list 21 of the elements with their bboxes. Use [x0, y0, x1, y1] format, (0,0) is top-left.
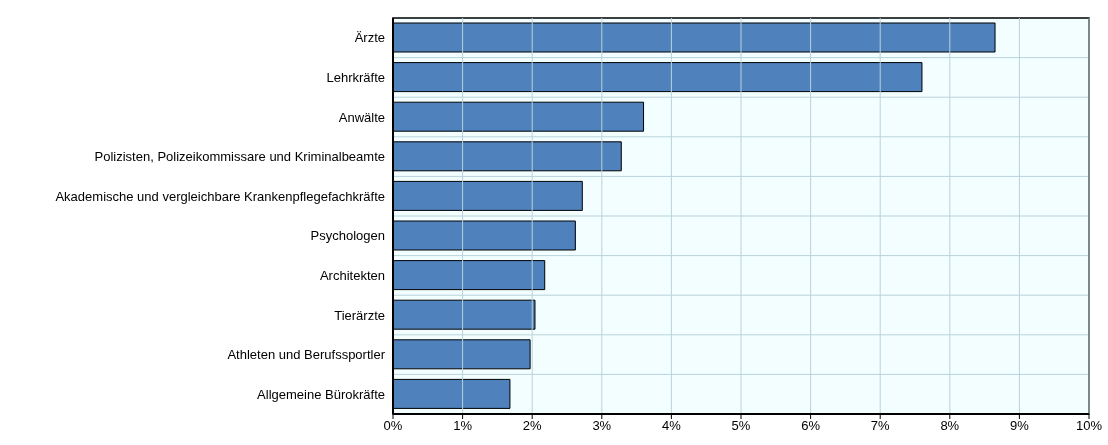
x-tick-label: 2% [522, 418, 543, 434]
y-tick-label: Tierärzte [334, 307, 385, 323]
x-tick-label: 10% [1075, 418, 1103, 434]
x-tick-label: 7% [870, 418, 891, 434]
y-tick-label: Polizisten, Polizeikommissare und Kriminalbeamte [94, 149, 385, 165]
y-tick-label: Architekten [319, 268, 385, 284]
y-tick-label: Anwälte [338, 109, 385, 125]
y-tick-label: Athleten und Berufssportler [227, 347, 386, 363]
y-tick-label: Allgemeine Bürokräfte [257, 386, 385, 402]
x-tick-label: 6% [801, 418, 821, 434]
x-tick-label: 4% [662, 418, 682, 434]
y-tick-label: Ärzte [354, 30, 385, 46]
x-tick-label: 1% [453, 418, 473, 434]
x-tick-label: 8% [940, 418, 960, 434]
y-tick-label: Lehrkräfte [326, 70, 385, 86]
x-tick-label: 5% [731, 418, 751, 434]
x-tick-label: 9% [1010, 418, 1030, 434]
y-tick-label: Psychologen [310, 228, 385, 244]
x-tick-label: 3% [592, 418, 612, 434]
x-tick-label: 0% [383, 418, 403, 434]
y-tick-label: Akademische und vergleichbare Krankenpflegefachkräfte [55, 188, 385, 204]
